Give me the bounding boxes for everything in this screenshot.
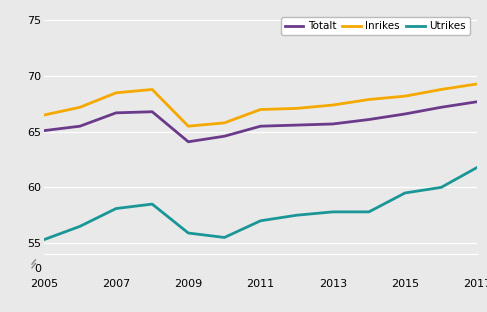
Inrikes <box>294 106 300 110</box>
Line: Utrikes: Utrikes <box>44 167 477 240</box>
Utrikes <box>41 238 47 241</box>
Utrikes <box>186 231 191 235</box>
Totalt <box>438 105 444 109</box>
Inrikes <box>402 94 408 98</box>
Inrikes <box>77 105 83 109</box>
Line: Totalt: Totalt <box>44 102 477 142</box>
Totalt <box>113 111 119 115</box>
Inrikes <box>438 88 444 91</box>
Legend: Totalt, Inrikes, Utrikes: Totalt, Inrikes, Utrikes <box>281 17 470 35</box>
Utrikes <box>402 191 408 195</box>
Totalt <box>258 124 263 128</box>
Totalt <box>77 124 83 128</box>
Inrikes <box>366 98 372 101</box>
Utrikes <box>438 186 444 189</box>
Utrikes <box>330 210 336 214</box>
Totalt <box>474 100 480 104</box>
Utrikes <box>222 236 227 239</box>
Inrikes <box>150 88 155 91</box>
Utrikes <box>77 224 83 228</box>
Totalt <box>150 110 155 114</box>
Utrikes <box>366 210 372 214</box>
Totalt <box>366 118 372 121</box>
Line: Inrikes: Inrikes <box>44 84 477 126</box>
Inrikes <box>474 82 480 86</box>
Inrikes <box>258 108 263 111</box>
Totalt <box>330 122 336 126</box>
Totalt <box>402 112 408 116</box>
Utrikes <box>113 207 119 210</box>
Utrikes <box>150 202 155 206</box>
Utrikes <box>258 219 263 223</box>
Totalt <box>41 129 47 133</box>
Inrikes <box>330 103 336 107</box>
Totalt <box>186 140 191 144</box>
Totalt <box>294 123 300 127</box>
Inrikes <box>222 121 227 125</box>
Inrikes <box>113 91 119 95</box>
Utrikes <box>474 165 480 169</box>
Totalt <box>222 134 227 138</box>
Inrikes <box>186 124 191 128</box>
Inrikes <box>41 113 47 117</box>
Utrikes <box>294 213 300 217</box>
